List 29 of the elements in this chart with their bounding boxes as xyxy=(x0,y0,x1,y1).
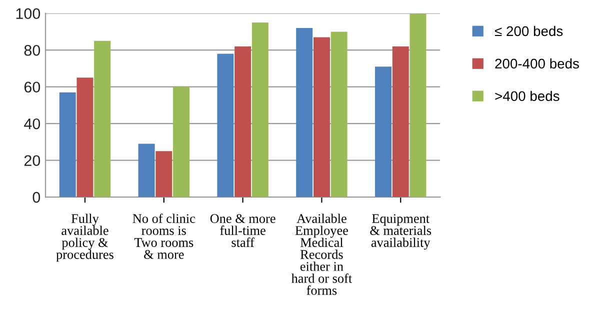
bar xyxy=(375,66,392,198)
y-tick-label: 100 xyxy=(16,8,40,20)
bar xyxy=(252,22,268,198)
x-tick-label: No of clinic rooms is Two rooms & more xyxy=(132,214,195,259)
bar xyxy=(173,86,190,198)
bar xyxy=(59,92,76,198)
legend-label: ≤ 200 beds xyxy=(494,26,563,36)
bar xyxy=(392,46,409,198)
bar xyxy=(94,40,111,198)
legend-label: >400 beds xyxy=(495,90,560,102)
y-tick-label: 80 xyxy=(24,44,40,56)
x-tick-label: One & more full-time staff xyxy=(210,214,276,247)
bar xyxy=(296,28,313,198)
bar xyxy=(138,144,155,198)
bar xyxy=(330,32,348,198)
x-tick-label: Equipment & materials availability xyxy=(370,214,432,250)
y-tick-label: 40 xyxy=(24,118,40,130)
bar xyxy=(313,37,330,198)
bar xyxy=(156,151,172,198)
legend-label: 200-400 beds xyxy=(495,58,579,69)
bar xyxy=(410,13,426,198)
x-tick-label: Available Employee Medical Records either in hard or soft forms xyxy=(291,214,352,295)
bar xyxy=(234,46,252,198)
x-tick-label: Fully available policy & procedures xyxy=(56,214,114,262)
y-tick-label: 0 xyxy=(32,192,40,203)
y-tick-label: 60 xyxy=(24,82,40,93)
bar xyxy=(217,54,234,198)
y-tick-label: 20 xyxy=(24,155,40,166)
bar xyxy=(76,78,94,198)
